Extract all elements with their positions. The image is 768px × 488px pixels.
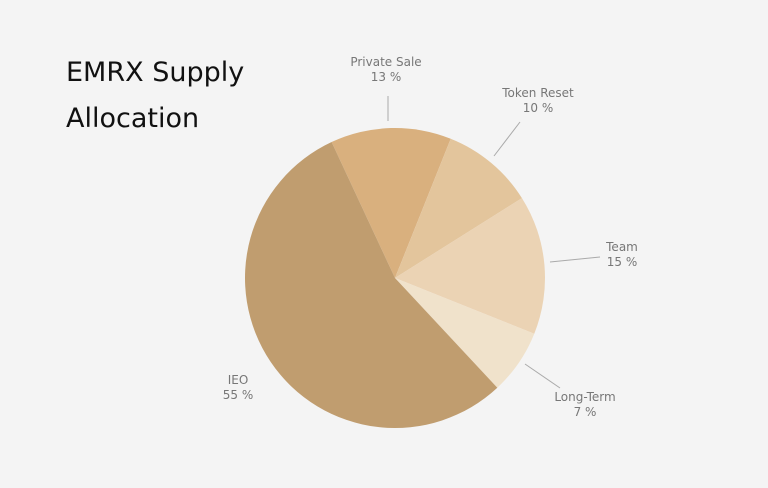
slice-label: Team bbox=[605, 240, 638, 254]
slice-label: Token Reset bbox=[501, 86, 574, 100]
slice-label: Private Sale bbox=[350, 55, 421, 69]
leader-line bbox=[524, 363, 561, 389]
slice-value-label: 7 % bbox=[574, 405, 597, 419]
slice-value-label: 15 % bbox=[607, 255, 638, 269]
pie-slice bbox=[395, 198, 545, 334]
pie-slice bbox=[395, 138, 522, 278]
slice-label: IEO bbox=[228, 373, 249, 387]
chart-title: EMRX Supply Allocation bbox=[66, 57, 245, 134]
slice-label: Long-Term bbox=[554, 390, 615, 404]
pie-slice bbox=[331, 128, 451, 278]
pie-slice bbox=[395, 278, 535, 388]
slice-value-label: 55 % bbox=[223, 388, 254, 402]
pie-slice bbox=[245, 142, 498, 428]
leader-line bbox=[493, 121, 521, 157]
slice-value-label: 10 % bbox=[523, 101, 554, 115]
leader-line bbox=[549, 256, 601, 263]
slice-value-label: 13 % bbox=[371, 70, 402, 84]
